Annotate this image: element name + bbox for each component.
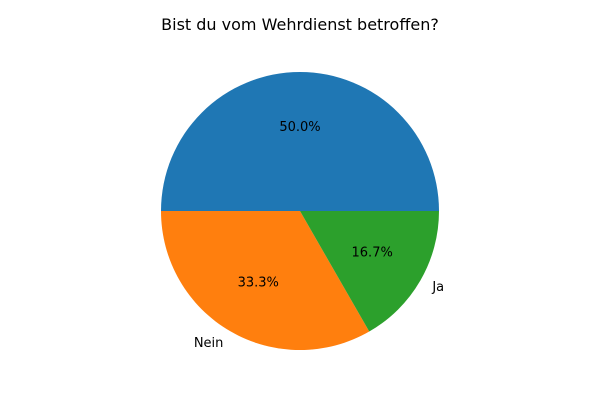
pie-slice-2 (300, 211, 439, 332)
slice-percent-label-1: 33.3% (238, 276, 279, 291)
pie-slice-1 (161, 211, 370, 350)
pie-slice-0 (161, 72, 439, 211)
slice-percent-label-2: 16.7% (352, 245, 393, 260)
chart-title: Bist du vom Wehrdienst betroffen? (161, 15, 439, 34)
slice-category-label-2: Ja (431, 280, 444, 295)
slice-category-label-1: Nein (194, 336, 224, 351)
slice-percent-label-0: 50.0% (279, 120, 320, 135)
